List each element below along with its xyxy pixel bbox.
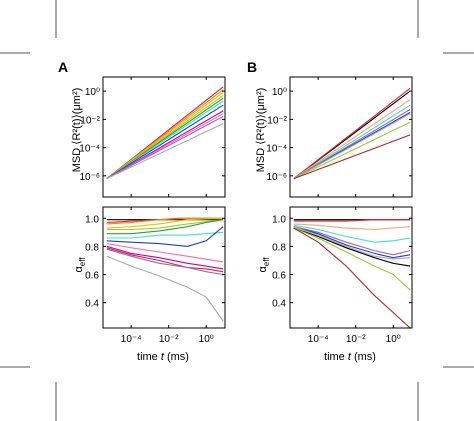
panel-letter-a: A xyxy=(58,59,68,75)
series-line-10 xyxy=(106,245,224,270)
y-tick-label: 0.4 xyxy=(85,299,99,310)
x-tick-label: 10⁰ xyxy=(199,334,214,345)
series-line-7 xyxy=(293,113,411,180)
y-tick-label: 10⁰ xyxy=(272,87,287,98)
series-line-4 xyxy=(106,217,224,229)
series-line-9 xyxy=(293,134,411,180)
series-line-3 xyxy=(293,99,411,180)
series-line-2 xyxy=(293,87,411,180)
x-tick-label: 10⁻² xyxy=(159,334,179,345)
msd-ylabel-a: MSD ⟨R²(t)⟩(μm²) xyxy=(71,88,83,173)
alpha-ylabel-b: αeff xyxy=(257,257,271,273)
plot-frame xyxy=(289,206,413,329)
y-tick-label: 0.6 xyxy=(85,271,99,282)
series-line-4 xyxy=(293,224,411,243)
plot-frame xyxy=(102,76,226,198)
y-tick-label: 1.0 xyxy=(85,214,99,225)
series-line-3 xyxy=(293,223,411,231)
series-line-7 xyxy=(293,226,411,260)
plot-b-msd: 10⁰ 10⁻² 10⁻⁴ 10⁻⁶ xyxy=(266,76,413,198)
y-tick-label: 0.8 xyxy=(85,242,99,253)
x-tick-label: 10⁻² xyxy=(346,334,366,345)
plot-frame xyxy=(289,76,413,198)
series-group xyxy=(293,219,411,328)
y-tick-label: 10⁻² xyxy=(80,115,100,126)
series-line-11 xyxy=(106,247,224,273)
y-tick-label: 10⁻⁶ xyxy=(79,172,100,183)
panel-letter-b: B xyxy=(247,59,257,75)
x-tick-label: 10⁰ xyxy=(386,334,401,345)
series-group xyxy=(293,87,411,180)
series-line-3 xyxy=(106,217,224,225)
series-line-13 xyxy=(106,255,224,322)
series-line-5 xyxy=(106,219,224,231)
series-line-4 xyxy=(293,104,411,180)
msd-ylabel-b: MSD ⟨R²(t)⟩(μm²) xyxy=(255,88,267,173)
xlabel-a: time t (ms) xyxy=(137,351,189,363)
series-line-2 xyxy=(293,219,411,222)
plot-a-alpha: 1.0 0.8 0.6 0.4 10⁻⁴ 10⁻² 10⁰ xyxy=(85,206,226,345)
y-tick-label: 10⁻² xyxy=(267,115,287,126)
alpha-ylabel-a: αeff xyxy=(73,257,87,273)
series-line-8 xyxy=(293,121,411,180)
y-tick-label: 0.8 xyxy=(272,242,286,253)
series-line-8 xyxy=(293,227,411,267)
plot-b-alpha: 1.0 0.8 0.6 0.4 10⁻⁴ 10⁻² 10⁰ xyxy=(272,206,413,345)
y-tick-label: 0.4 xyxy=(272,299,286,310)
series-line-6 xyxy=(106,100,224,180)
x-tick-label: 10⁻⁴ xyxy=(308,334,329,345)
series-group xyxy=(106,86,224,180)
series-line-7 xyxy=(106,231,224,239)
series-line-6 xyxy=(106,219,224,235)
series-line-12 xyxy=(106,248,224,276)
y-tick-label: 0.6 xyxy=(272,271,286,282)
series-line-8 xyxy=(106,226,224,247)
series-line-7 xyxy=(106,104,224,180)
series-line-10 xyxy=(106,116,224,180)
series-line-5 xyxy=(293,226,411,256)
y-tick-label: 10⁻⁴ xyxy=(266,144,287,155)
series-group xyxy=(106,217,224,322)
series-line-9 xyxy=(293,227,411,291)
y-tick-label: 10⁻⁶ xyxy=(266,172,287,183)
xlabel-b: time t (ms) xyxy=(324,351,376,363)
x-tick-label: 10⁻⁴ xyxy=(121,334,142,345)
y-tick-label: 1.0 xyxy=(272,214,286,225)
y-tick-label: 10⁰ xyxy=(85,87,100,98)
plot-a-msd: 10⁰ 10⁻² 10⁻⁴ 10⁻⁶ xyxy=(79,76,226,198)
series-line-10 xyxy=(293,227,411,328)
y-tick-label: 10⁻⁴ xyxy=(79,144,100,155)
plot-frame xyxy=(102,206,226,329)
series-line-11 xyxy=(106,123,224,180)
series-line-9 xyxy=(106,243,224,263)
series-line-6 xyxy=(293,226,411,259)
